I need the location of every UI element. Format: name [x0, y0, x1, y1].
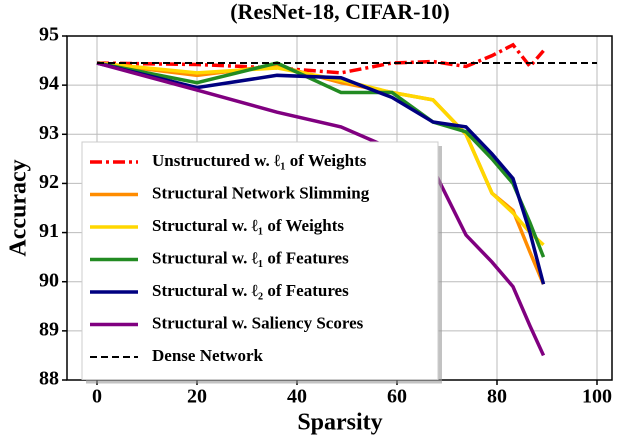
y-tick-label: 91 [39, 220, 59, 242]
legend-label: Structural w. ℓ₁ of Features [152, 248, 349, 267]
y-tick-label: 92 [39, 171, 59, 193]
y-tick-label: 90 [39, 269, 59, 291]
series-line [96, 61, 546, 285]
y-tick-label: 95 [39, 24, 59, 46]
series-line [96, 42, 545, 75]
y-tick-label: 93 [39, 122, 59, 144]
chart-title: (ResNet-18, CIFAR-10) [230, 0, 450, 24]
x-tick-label: 40 [287, 386, 307, 408]
legend-label: Unstructured w. ℓ₁ of Weights [152, 151, 367, 170]
x-tick-label: 100 [582, 386, 612, 408]
legend-label: Dense Network [152, 346, 263, 365]
legend-label: Structural w. ℓ₂ of Features [152, 281, 349, 300]
y-tick-label: 94 [39, 73, 59, 95]
x-tick-label: 0 [92, 386, 102, 408]
y-tick-label: 89 [39, 318, 59, 340]
y-tick-label: 88 [39, 368, 59, 390]
x-tick-label: 80 [487, 386, 507, 408]
legend: Unstructured w. ℓ₁ of Weights Structural … [81, 141, 439, 380]
legend-label: Structural w. ℓ₁ of Weights [152, 216, 344, 235]
x-tick-label: 60 [387, 386, 407, 408]
x-tick-label: 20 [187, 386, 207, 408]
x-axis-label: Sparsity [297, 410, 382, 436]
legend-label: Structural Network Slimming [152, 183, 370, 202]
legend-box [81, 141, 439, 380]
legend-label: Structural w. Saliency Scores [152, 313, 364, 332]
y-axis-label: Accuracy [6, 159, 32, 256]
